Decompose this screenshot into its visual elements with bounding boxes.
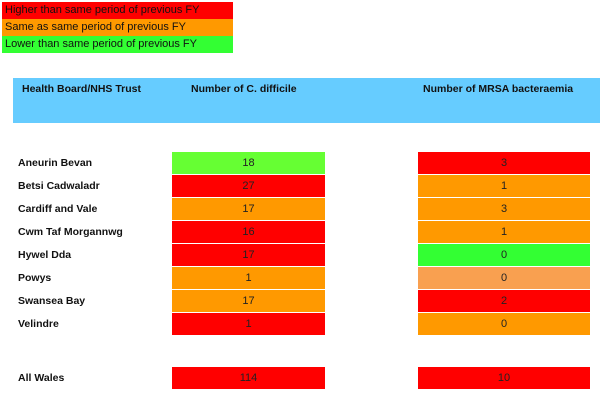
cdiff-cell: 17 [172, 198, 325, 220]
header: Health Board/NHS Trust [22, 83, 142, 95]
cdiff-cell: 1 [172, 267, 325, 289]
row-name: Cwm Taf Morgannwg [18, 226, 123, 238]
cdiff-cell: 114 [172, 367, 325, 389]
mrsa-cell: 2 [418, 290, 590, 312]
row-name: Aneurin Bevan [18, 157, 93, 169]
row-name: Cardiff and Vale [18, 203, 98, 215]
legend-item: Same as same period of previous FY [2, 19, 233, 36]
mrsa-cell: 3 [418, 152, 590, 174]
mrsa-cell: 3 [418, 198, 590, 220]
cdiff-cell: 27 [172, 175, 325, 197]
mrsa-cell: 0 [418, 267, 590, 289]
header: Number of C. difficile [191, 83, 297, 95]
mrsa-cell: 0 [418, 244, 590, 266]
cdiff-cell: 1 [172, 313, 325, 335]
mrsa-cell: 1 [418, 221, 590, 243]
mrsa-cell: 0 [418, 313, 590, 335]
legend-item: Higher than same period of previous FY [2, 2, 233, 19]
legend-item: Lower than same period of previous FY [2, 36, 233, 53]
header: Number of MRSA bacteraemia [423, 83, 574, 95]
cdiff-cell: 17 [172, 244, 325, 266]
cdiff-cell: 17 [172, 290, 325, 312]
mrsa-cell: 10 [418, 367, 590, 389]
row-name: Powys [18, 272, 52, 284]
row-name: All Wales [18, 372, 65, 384]
mrsa-cell: 1 [418, 175, 590, 197]
cdiff-cell: 18 [172, 152, 325, 174]
header-band [13, 78, 600, 123]
row-name: Velindre [18, 318, 59, 330]
row-name: Betsi Cadwaladr [18, 180, 100, 192]
row-name: Hywel Dda [18, 249, 72, 261]
row-name: Swansea Bay [18, 295, 86, 307]
cdiff-cell: 16 [172, 221, 325, 243]
